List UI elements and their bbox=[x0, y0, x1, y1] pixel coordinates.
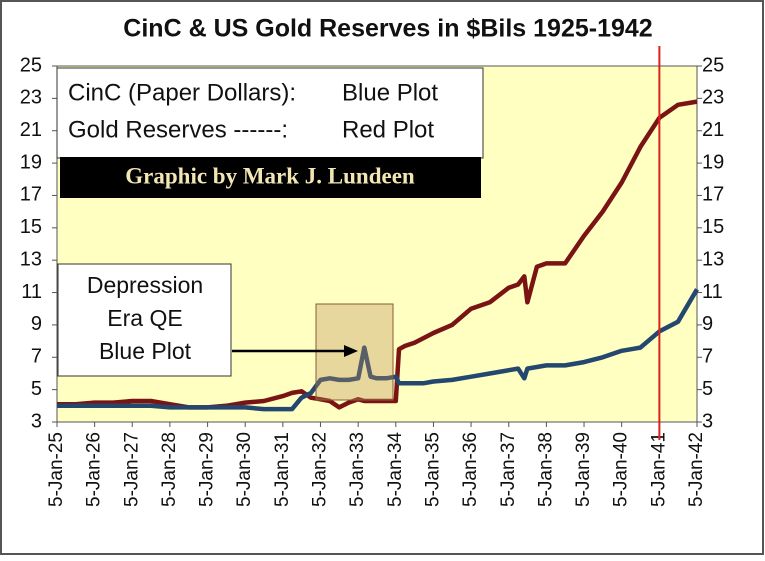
y2-tick-label: 7 bbox=[702, 346, 713, 368]
x-tick-label: 5-Jan-42 bbox=[686, 432, 707, 507]
y-tick-label: 15 bbox=[20, 216, 42, 238]
x-tick-label: 5-Jan-28 bbox=[159, 432, 180, 507]
y-tick-label: 11 bbox=[21, 281, 42, 303]
x-tick-label: 5-Jan-38 bbox=[535, 432, 556, 507]
series-line bbox=[57, 288, 699, 412]
y-tick-label: 9 bbox=[31, 313, 42, 335]
annotation-box bbox=[57, 263, 232, 377]
y2-tick-label: 25 bbox=[702, 54, 724, 76]
x-tick-label: 5-Jan-39 bbox=[573, 432, 594, 507]
legend-label: Gold Reserves ------: bbox=[68, 116, 288, 143]
y2-tick-label: 3 bbox=[702, 410, 713, 432]
y-tick-label: 21 bbox=[20, 119, 42, 141]
y-tick-label: 19 bbox=[20, 151, 42, 173]
x-tick-label: 5-Jan-33 bbox=[347, 432, 368, 507]
x-tick-label: 5-Jan-29 bbox=[197, 432, 218, 507]
legend-note: Red Plot bbox=[342, 116, 434, 143]
x-tick-label: 5-Jan-41 bbox=[648, 432, 669, 507]
y-tick-label: 7 bbox=[31, 346, 42, 368]
x-tick-label: 5-Jan-31 bbox=[272, 432, 293, 507]
y-tick-label: 23 bbox=[20, 87, 42, 109]
x-tick-label: 5-Jan-26 bbox=[84, 432, 105, 507]
chart-title: CinC & US Gold Reserves in $Bils 1925-19… bbox=[123, 15, 652, 43]
legend-box bbox=[56, 67, 484, 159]
legend-note: Blue Plot bbox=[342, 79, 438, 106]
overlay: CinC (Paper Dollars): Blue Plot Gold Res… bbox=[56, 67, 484, 401]
y2-tick-label: 19 bbox=[702, 151, 724, 173]
y2-tick-label: 15 bbox=[702, 216, 724, 238]
y-tick-label: 5 bbox=[31, 378, 42, 400]
y2-tick-label: 13 bbox=[702, 248, 724, 270]
annotation-line: Blue Plot bbox=[99, 338, 192, 364]
y-tick-label: 13 bbox=[20, 248, 42, 270]
credit: Graphic by Mark J. Lundeen bbox=[125, 163, 415, 188]
legend-label: CinC (Paper Dollars): bbox=[68, 79, 296, 106]
x-tick-label: 5-Jan-35 bbox=[422, 432, 443, 507]
x-tick-label: 5-Jan-34 bbox=[385, 432, 406, 507]
y2-tick-label: 11 bbox=[702, 281, 723, 303]
x-tick-label: 5-Jan-27 bbox=[121, 432, 142, 507]
y-tick-label: 3 bbox=[31, 410, 42, 432]
y2-tick-label: 5 bbox=[702, 378, 713, 400]
y2-tick-label: 23 bbox=[702, 87, 724, 109]
x-tick-label: 5-Jan-30 bbox=[234, 432, 255, 507]
x-tick-label: 5-Jan-32 bbox=[309, 432, 330, 507]
arrow-head bbox=[344, 345, 358, 357]
x-tick-label: 5-Jan-36 bbox=[460, 432, 481, 507]
x-tick-label: 5-Jan-37 bbox=[498, 432, 519, 507]
annotation-line: Depression bbox=[87, 272, 203, 298]
y2-tick-label: 17 bbox=[702, 184, 724, 206]
annotation-line: Era QE bbox=[107, 305, 182, 331]
credit-box bbox=[60, 157, 481, 198]
y2-tick-label: 21 bbox=[702, 119, 724, 141]
x-tick-label: 5-Jan-40 bbox=[611, 432, 632, 507]
y-tick-label: 25 bbox=[20, 54, 42, 76]
y2-tick-label: 9 bbox=[702, 313, 713, 335]
x-tick-label: 5-Jan-25 bbox=[46, 432, 67, 507]
y-tick-label: 17 bbox=[20, 184, 42, 206]
